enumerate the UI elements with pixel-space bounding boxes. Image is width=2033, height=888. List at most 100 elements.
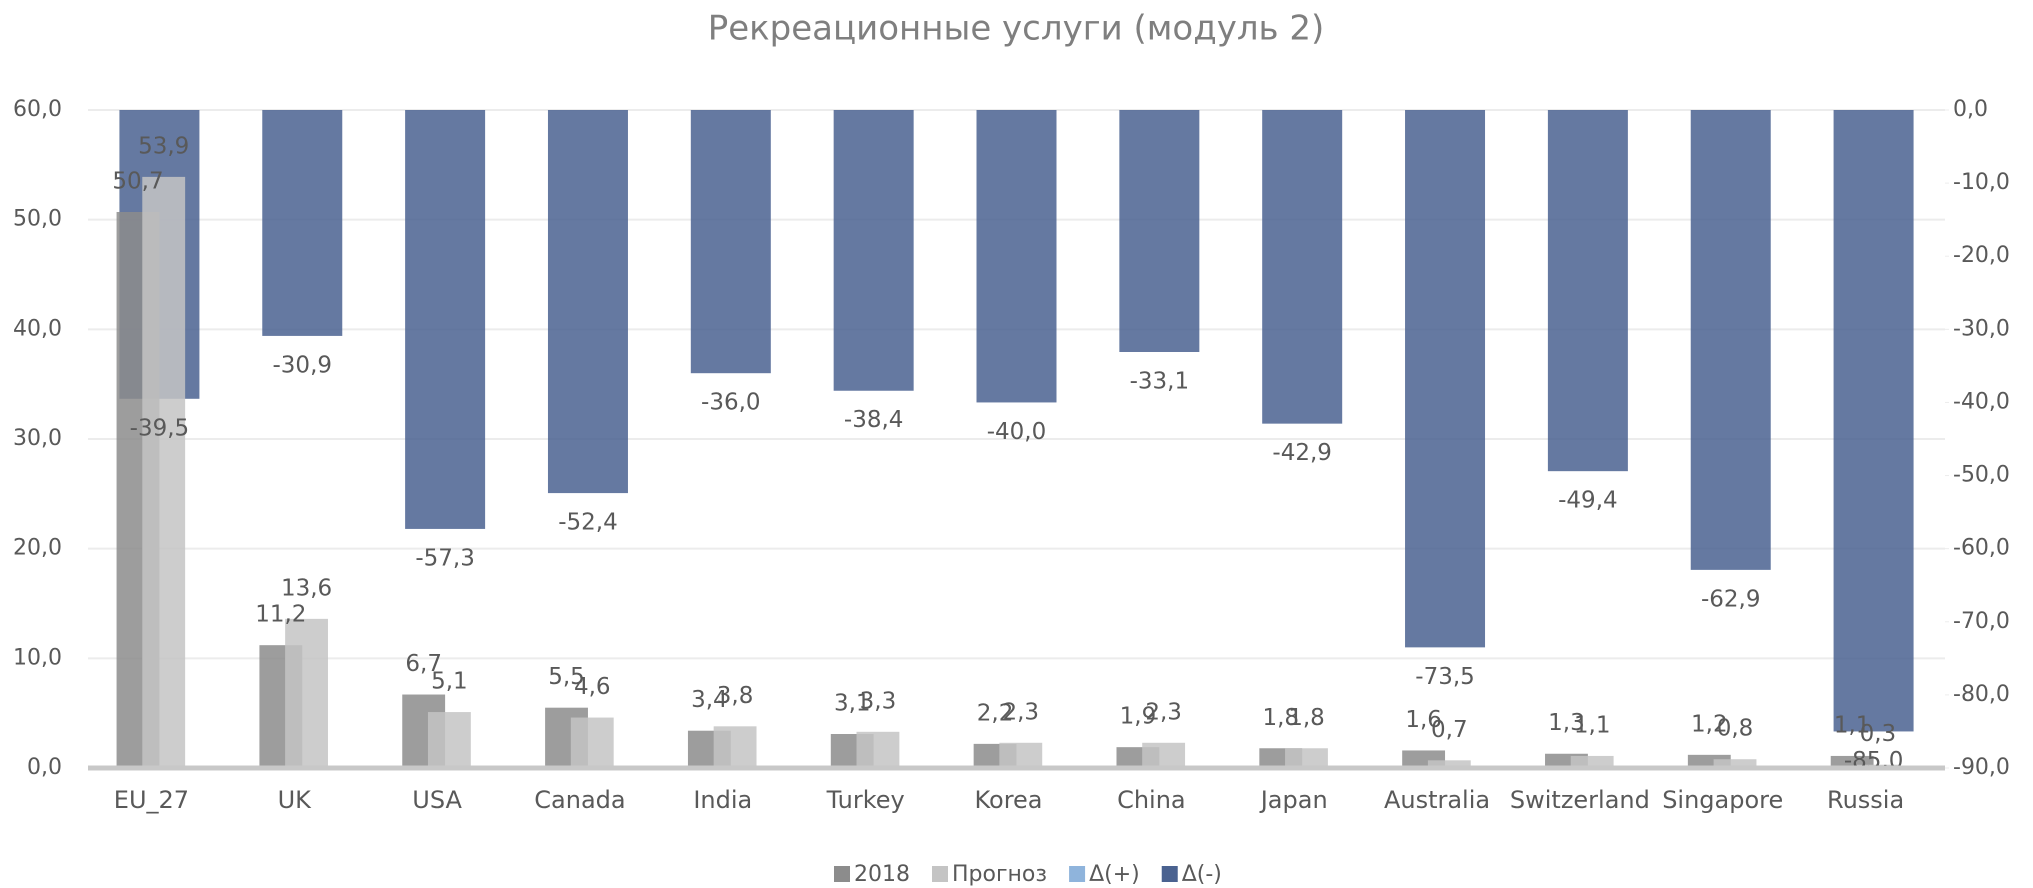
y2-tick-label: -30,0 [1953, 316, 2010, 341]
bar [1570, 755, 1614, 768]
bar [142, 176, 186, 768]
x-tick-label: UK [278, 786, 313, 814]
data-label: 53,9 [138, 133, 189, 159]
data-label: -49,4 [1558, 488, 1618, 514]
data-label: -33,1 [1130, 368, 1190, 394]
y2-tick-label: -80,0 [1953, 682, 2010, 707]
data-label: -42,9 [1272, 440, 1332, 466]
bar [405, 110, 486, 529]
data-label: -40,0 [987, 419, 1047, 445]
bar [976, 110, 1057, 403]
bar [285, 618, 328, 768]
legend-marker [1069, 866, 1086, 882]
y-tick-label: 10,0 [13, 645, 62, 670]
data-label: 3,4 [691, 687, 728, 713]
bar [1833, 110, 1914, 732]
data-label: 1,8 [1262, 705, 1299, 731]
x-tick-label: Turkey [826, 786, 905, 814]
data-label: -38,4 [844, 407, 904, 433]
legend-label: Δ(+) [1089, 862, 1140, 887]
y2-tick-label: -20,0 [1953, 243, 2010, 268]
data-label: 1,2 [1691, 711, 1728, 737]
x-tick-label: USA [412, 786, 462, 814]
bar [713, 726, 757, 768]
data-label: 0,8 [1717, 716, 1754, 742]
x-tick-label: Canada [534, 786, 625, 814]
x-tick-label: Russia [1827, 786, 1904, 814]
legend-label: 2018 [854, 862, 910, 887]
y-tick-label: 0,0 [27, 755, 62, 780]
bar [1713, 759, 1757, 768]
bar [1119, 110, 1200, 352]
data-label: 6,7 [405, 651, 442, 677]
data-label: -30,9 [273, 352, 333, 378]
data-label: 50,7 [112, 168, 163, 194]
bar [1285, 748, 1328, 768]
bar [547, 110, 628, 494]
y-tick-label: 30,0 [13, 426, 62, 451]
chart-title: Рекреационные услуги (модуль 2) [708, 9, 1325, 49]
y2-tick-label: -70,0 [1953, 609, 2010, 634]
x-tick-label: China [1117, 786, 1186, 814]
y2-tick-label: 0,0 [1953, 97, 1988, 122]
data-label: -52,4 [558, 510, 618, 536]
y2-tick-label: -90,0 [1953, 755, 2010, 780]
y2-tick-label: -10,0 [1953, 170, 2010, 195]
legend-marker [834, 866, 850, 882]
data-label: 3,8 [717, 683, 754, 709]
data-label: -36,0 [701, 390, 761, 416]
y2-tick-label: -50,0 [1953, 463, 2010, 488]
data-label: 0,7 [1431, 717, 1468, 743]
data-label: 5,5 [548, 664, 585, 690]
data-label: 11,2 [255, 602, 306, 628]
bar [262, 110, 343, 336]
legend-label: Δ(-) [1182, 862, 1222, 887]
data-label: 1,1 [1574, 712, 1611, 738]
x-tick-label: EU_27 [114, 786, 189, 814]
data-label: 1,3 [1548, 710, 1585, 736]
bar [833, 110, 914, 391]
data-label: 1,8 [1288, 705, 1325, 731]
bar [1262, 110, 1343, 424]
bar [1405, 110, 1486, 648]
bar [1547, 110, 1628, 472]
bar [690, 110, 771, 374]
y2-tick-label: -40,0 [1953, 389, 2010, 414]
bar [1427, 760, 1471, 768]
bar [427, 712, 471, 768]
legend-marker [1161, 866, 1178, 882]
data-label: 1,9 [1120, 704, 1157, 730]
bar [1690, 110, 1771, 570]
legend-label: Прогноз [952, 862, 1047, 887]
data-label: 2,3 [1145, 699, 1182, 725]
data-label: 3,1 [834, 691, 871, 717]
y2-tick-label: -60,0 [1953, 536, 2010, 561]
data-label: 0,3 [1860, 721, 1897, 747]
x-tick-label: Korea [974, 786, 1042, 814]
x-tick-label: Australia [1384, 786, 1490, 814]
data-label: -39,5 [130, 415, 190, 441]
data-label: 5,1 [431, 669, 468, 695]
legend-marker [932, 866, 948, 882]
y-tick-label: 20,0 [13, 536, 62, 561]
data-label: 1,6 [1405, 707, 1442, 733]
y-tick-label: 60,0 [13, 97, 62, 122]
bar [1142, 742, 1186, 768]
data-label: -62,9 [1701, 586, 1761, 612]
x-tick-label: India [693, 786, 752, 814]
x-tick-label: Japan [1259, 786, 1328, 814]
data-label: -73,5 [1415, 664, 1475, 690]
bar [999, 742, 1043, 768]
data-label: 2,3 [1002, 699, 1039, 725]
data-label: 4,6 [574, 674, 611, 700]
data-label: 3,3 [860, 688, 897, 714]
bar [856, 731, 900, 768]
data-label: 1,1 [1834, 712, 1871, 738]
bar [570, 717, 614, 768]
y-tick-label: 50,0 [13, 207, 62, 232]
data-label: 13,6 [281, 575, 332, 601]
x-tick-label: Switzerland [1510, 786, 1650, 814]
data-label: 2,2 [977, 700, 1014, 726]
y-tick-label: 40,0 [13, 316, 62, 341]
